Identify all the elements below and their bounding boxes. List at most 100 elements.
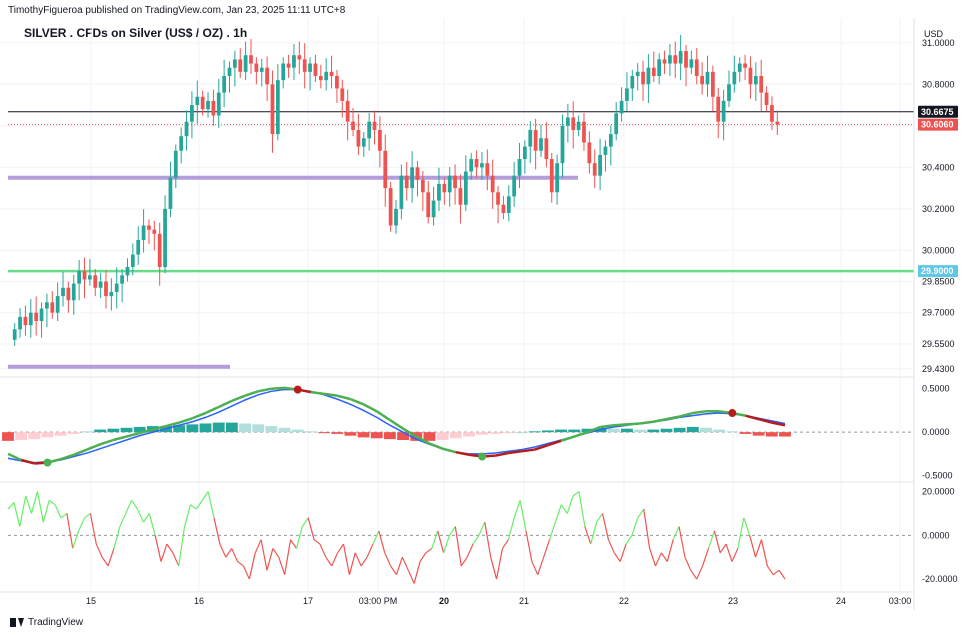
time-tick-label: 23 (728, 596, 738, 606)
candle-body (673, 55, 678, 64)
candle-body (104, 281, 108, 297)
osc-line-segment (184, 504, 192, 527)
candle-body (533, 129, 538, 151)
macd-fast-segment (613, 423, 628, 427)
time-tick-label: 16 (194, 596, 204, 606)
candle-body (506, 196, 511, 214)
macd-fast-segment (231, 394, 246, 403)
macd-fast-segment (692, 410, 707, 415)
osc-line-segment (325, 556, 333, 567)
macd-histogram-bar (239, 423, 251, 433)
osc-line-segment (107, 548, 115, 567)
footer-brand: TradingView (10, 617, 83, 628)
macd-fast-segment (60, 453, 75, 461)
osc-line-segment (637, 508, 645, 519)
osc-line-segment (207, 491, 215, 518)
macd-histogram-bar (739, 432, 752, 434)
macd-fast-segment (547, 439, 562, 447)
macd-histogram-bar (779, 432, 791, 437)
candle-body (668, 55, 672, 64)
macd-fast-segment (323, 392, 338, 397)
osc-line-segment (772, 569, 780, 576)
macd-cross-marker (293, 385, 302, 394)
osc-line-segment (248, 552, 256, 580)
macd-fast-segment (349, 397, 365, 406)
macd-fast-segment (402, 427, 417, 438)
candle-body (399, 175, 404, 209)
candle-body (404, 175, 409, 189)
osc-line-segment (525, 530, 533, 562)
osc-line-segment (672, 526, 680, 540)
candle-body (313, 63, 318, 76)
macd-histogram-bar (713, 429, 726, 433)
candle-body (748, 67, 753, 85)
osc-line-segment (113, 526, 121, 549)
candle-body (281, 63, 286, 81)
macd-histogram-bar (318, 432, 330, 434)
osc-line-segment (142, 513, 150, 523)
candle-body (442, 183, 447, 193)
candle-body (641, 71, 645, 85)
osc-tick-label: 20.0000 (922, 487, 955, 497)
osc-tick-label: -20.0000 (922, 574, 958, 584)
osc-line-segment (254, 539, 262, 554)
macd-fast-segment (362, 403, 378, 413)
candle-body (195, 96, 200, 106)
osc-line-segment (696, 565, 704, 580)
macd-histogram-bar (265, 426, 278, 433)
osc-line-segment (372, 530, 380, 545)
osc-line-segment (154, 535, 162, 562)
osc-line-segment (172, 552, 180, 567)
macd-histogram-bar (397, 432, 410, 440)
osc-line-segment (401, 556, 409, 571)
osc-line-segment (666, 539, 674, 562)
candle-body (727, 84, 731, 101)
osc-line-segment (749, 535, 757, 558)
osc-line-segment (237, 561, 244, 567)
candle-body (249, 55, 253, 64)
candle-body (710, 71, 715, 97)
macd-tick-label: 0.0000 (922, 427, 950, 437)
candle-body (420, 179, 425, 193)
candle-body (200, 96, 205, 110)
osc-line-segment (72, 530, 80, 549)
candle-body (61, 287, 65, 297)
macd-histogram-bar (489, 432, 502, 434)
candle-body (700, 75, 705, 85)
candle-body (275, 80, 280, 135)
osc-line-segment (584, 526, 592, 545)
macd-fast-segment (126, 431, 141, 438)
macd-fast-segment (310, 390, 325, 396)
candle-body (356, 129, 361, 147)
candle-body (206, 100, 210, 110)
candle-body (222, 75, 227, 93)
osc-line-segment (95, 543, 103, 558)
candle-body (501, 204, 506, 214)
macd-histogram-bar (344, 432, 357, 436)
macd-histogram-bar (542, 430, 554, 433)
osc-line-segment (460, 556, 468, 567)
osc-line-segment (331, 552, 339, 567)
osc-line-segment (560, 504, 568, 514)
candle-body (340, 88, 345, 101)
macd-fast-segment (495, 451, 509, 457)
candle-body (211, 100, 216, 116)
time-tick-label: 17 (303, 596, 313, 606)
macd-fast-segment (573, 430, 588, 438)
price-axis-label: USD (924, 29, 944, 39)
osc-line-segment (131, 499, 138, 510)
macd-histogram-bar (528, 431, 541, 433)
osc-line-segment (295, 526, 303, 549)
osc-line-segment (225, 548, 233, 558)
time-tick-label: 24 (836, 596, 846, 606)
candle-body (619, 100, 624, 114)
candle-body (157, 233, 162, 268)
osc-line-segment (219, 543, 227, 558)
candle-body (216, 92, 221, 116)
candle-body (179, 136, 184, 151)
macd-histogram-bar (647, 429, 660, 433)
price-tick-label: 31.0000 (922, 38, 955, 48)
osc-line-segment (125, 500, 133, 514)
macd-cross-marker (43, 458, 52, 467)
